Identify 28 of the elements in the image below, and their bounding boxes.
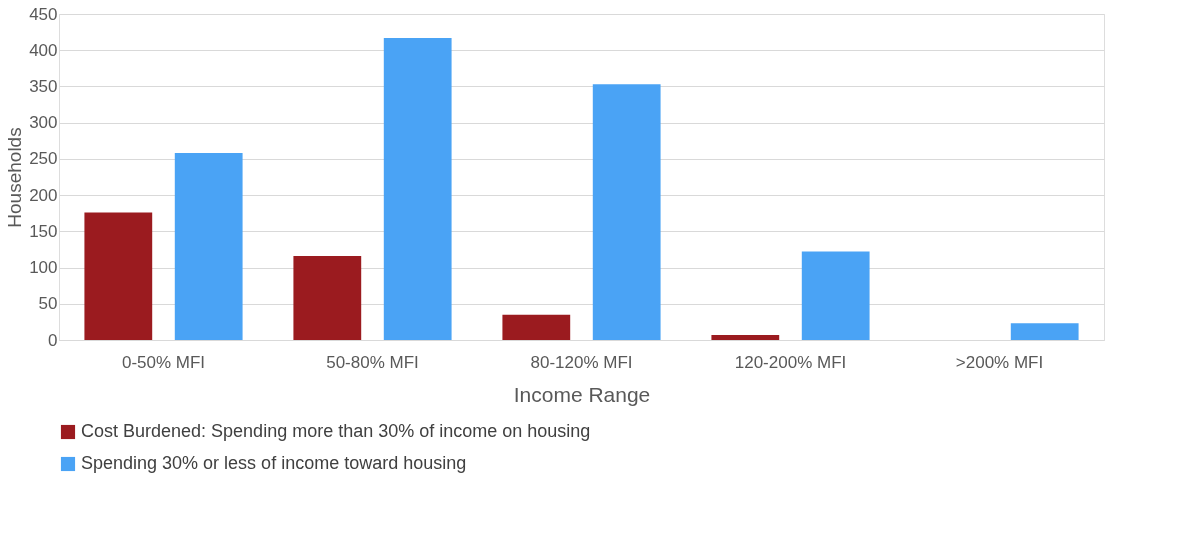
legend-label: Spending 30% or less of income toward housing [81,453,467,473]
bar [801,251,870,340]
y-tick-label: 50 [38,294,58,314]
x-tick-label: >200% MFI [955,352,1044,372]
bar [293,255,362,340]
y-tick-label: 150 [29,221,58,241]
x-tick-label: 50-80% MFI [326,352,419,372]
bar [1010,323,1079,340]
y-tick-label: 0 [48,330,58,350]
bar [84,212,153,340]
bar [592,84,661,340]
y-tick-label: 300 [29,113,58,133]
y-tick-label: 350 [29,76,58,96]
y-tick-label: 200 [29,185,58,205]
x-axis-title: Income Range [513,382,651,406]
x-tick-label: 120-200% MFI [734,352,847,372]
y-tick-label: 100 [29,258,58,278]
x-tick-label: 0-50% MFI [121,352,206,372]
y-tick-label: 250 [29,149,58,169]
legend-label: Cost Burdened: Spending more than 30% of income on housing [81,421,591,441]
bar [174,153,243,340]
y-axis-title: Households [4,127,26,228]
bar [711,334,780,340]
bar [502,314,571,340]
bar [383,37,452,340]
y-tick-label: 450 [29,4,58,24]
y-tick-label: 400 [29,40,58,60]
x-tick-label: 80-120% MFI [530,352,633,372]
